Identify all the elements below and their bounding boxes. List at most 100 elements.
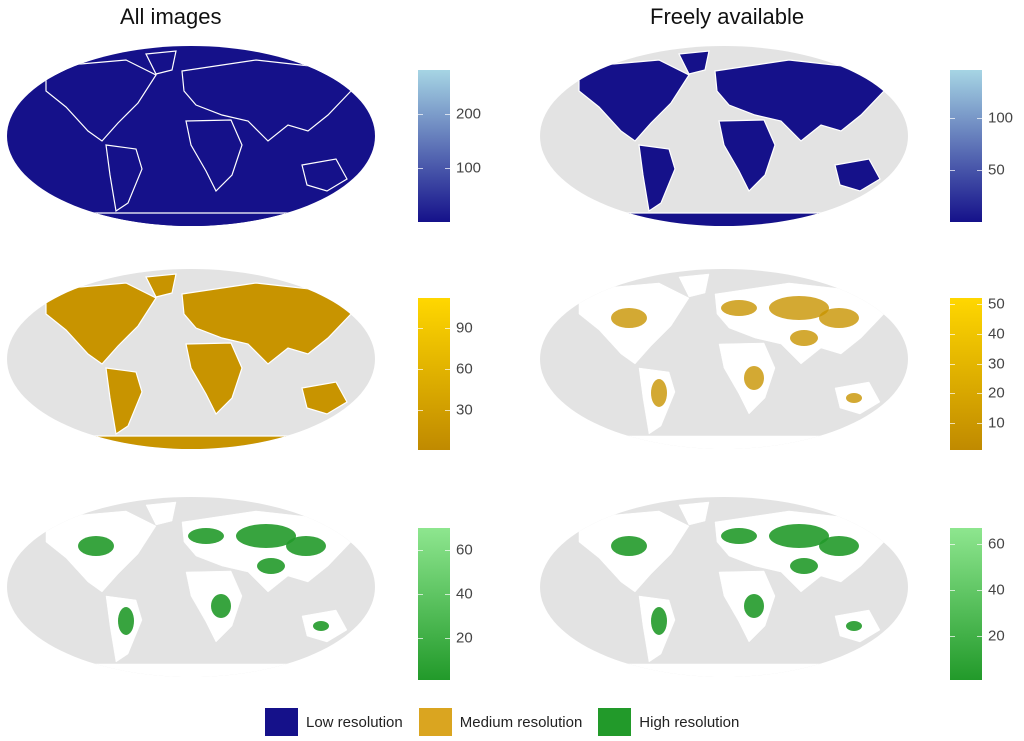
landmass xyxy=(145,273,177,298)
colorbar-gradient xyxy=(950,70,982,222)
tick-mark xyxy=(950,363,955,365)
tick-mark xyxy=(950,544,955,546)
tick-mark xyxy=(418,328,423,330)
tick-label: 60 xyxy=(456,360,473,378)
tick-label: 100 xyxy=(456,159,482,177)
tick-label: 100 xyxy=(988,109,1014,126)
tick-mark xyxy=(977,544,982,546)
coverage-region xyxy=(313,621,329,631)
legend-label: Medium resolution xyxy=(459,713,583,731)
landmass xyxy=(678,501,710,526)
legend-swatch xyxy=(598,708,632,736)
tick-label: 50 xyxy=(988,161,1005,179)
colorbar-gradient xyxy=(418,528,450,680)
landmass xyxy=(578,435,870,449)
tick-mark xyxy=(950,393,955,395)
column-title-all: All images xyxy=(120,4,222,29)
tick-mark xyxy=(977,393,982,395)
colorbar-high-all: 20 40 60 xyxy=(418,528,473,680)
landmass xyxy=(678,50,710,75)
landmass xyxy=(45,59,157,142)
world-map-high-all xyxy=(7,497,375,677)
tick-mark xyxy=(950,636,955,638)
coverage-region xyxy=(790,558,818,574)
landmass xyxy=(105,367,143,436)
tick-mark xyxy=(418,638,423,640)
coverage-region xyxy=(819,308,859,328)
landmass xyxy=(678,273,710,298)
tick-label: 60 xyxy=(988,535,1005,553)
tick-mark xyxy=(950,423,955,425)
tick-mark xyxy=(445,113,450,115)
landmass xyxy=(45,282,157,365)
colorbar-gradient xyxy=(950,528,982,680)
tick-label: 30 xyxy=(988,355,1005,373)
tick-mark xyxy=(977,636,982,638)
landmass xyxy=(301,158,348,192)
coverage-region xyxy=(721,528,757,544)
landmass xyxy=(718,119,776,193)
colorbar-high-free: 20 40 60 xyxy=(950,528,1005,680)
coverage-region xyxy=(286,536,326,556)
world-map-high-free xyxy=(540,497,908,677)
tick-label: 40 xyxy=(988,325,1005,343)
tick-mark xyxy=(977,363,982,365)
landmass xyxy=(301,381,348,415)
tick-mark xyxy=(950,117,955,119)
tick-label: 30 xyxy=(456,401,473,419)
world-map-medium-free xyxy=(540,269,908,449)
coverage-region xyxy=(611,308,647,328)
tick-mark xyxy=(418,113,423,115)
tick-label: 200 xyxy=(456,105,482,123)
coverage-region xyxy=(236,524,296,548)
landmass xyxy=(834,158,881,192)
legend: Low resolution Medium resolution High re… xyxy=(265,708,755,736)
colorbar-gradient xyxy=(418,70,450,222)
tick-label: 40 xyxy=(456,585,473,603)
landmass xyxy=(185,119,243,193)
coverage-region xyxy=(819,536,859,556)
colorbar-gradient xyxy=(418,298,450,450)
coverage-region xyxy=(651,379,667,407)
tick-mark xyxy=(977,423,982,425)
legend-label: Low resolution xyxy=(306,713,403,731)
coverage-region xyxy=(611,536,647,556)
colorbar-low-free: 50 100 xyxy=(950,70,1013,222)
tick-label: 10 xyxy=(988,414,1005,432)
landmass xyxy=(578,59,690,142)
coverage-region xyxy=(257,558,285,574)
landmass xyxy=(638,144,676,213)
landmass xyxy=(105,144,143,213)
tick-mark xyxy=(445,328,450,330)
coverage-region xyxy=(721,300,757,316)
tick-mark xyxy=(445,550,450,552)
legend-swatch xyxy=(265,708,298,736)
tick-mark xyxy=(950,170,955,172)
world-map-low-free xyxy=(540,46,908,226)
tick-label: 20 xyxy=(988,384,1005,402)
coverage-region xyxy=(769,524,829,548)
tick-label: 90 xyxy=(456,319,473,337)
coverage-region xyxy=(78,536,114,556)
tick-label: 40 xyxy=(988,581,1005,599)
landmass xyxy=(44,435,338,449)
tick-mark xyxy=(418,550,423,552)
tick-mark xyxy=(977,590,982,592)
colorbar-medium-all: 30 60 90 xyxy=(418,298,473,450)
legend-label: High resolution xyxy=(639,713,740,731)
legend-item-medium: Medium resolution xyxy=(418,708,583,736)
tick-mark xyxy=(977,170,982,172)
tick-mark xyxy=(418,594,423,596)
tick-label: 50 xyxy=(988,295,1005,313)
coverage-region xyxy=(744,594,764,618)
legend-item-low: Low resolution xyxy=(265,708,403,736)
tick-mark xyxy=(950,333,955,335)
coverage-region xyxy=(188,528,224,544)
tick-mark xyxy=(418,168,423,170)
world-map-low-all xyxy=(7,46,375,226)
coverage-region xyxy=(211,594,231,618)
tick-mark xyxy=(445,594,450,596)
colorbar-gradient xyxy=(950,298,982,450)
colorbar-low-all: 100 200 xyxy=(418,70,481,222)
